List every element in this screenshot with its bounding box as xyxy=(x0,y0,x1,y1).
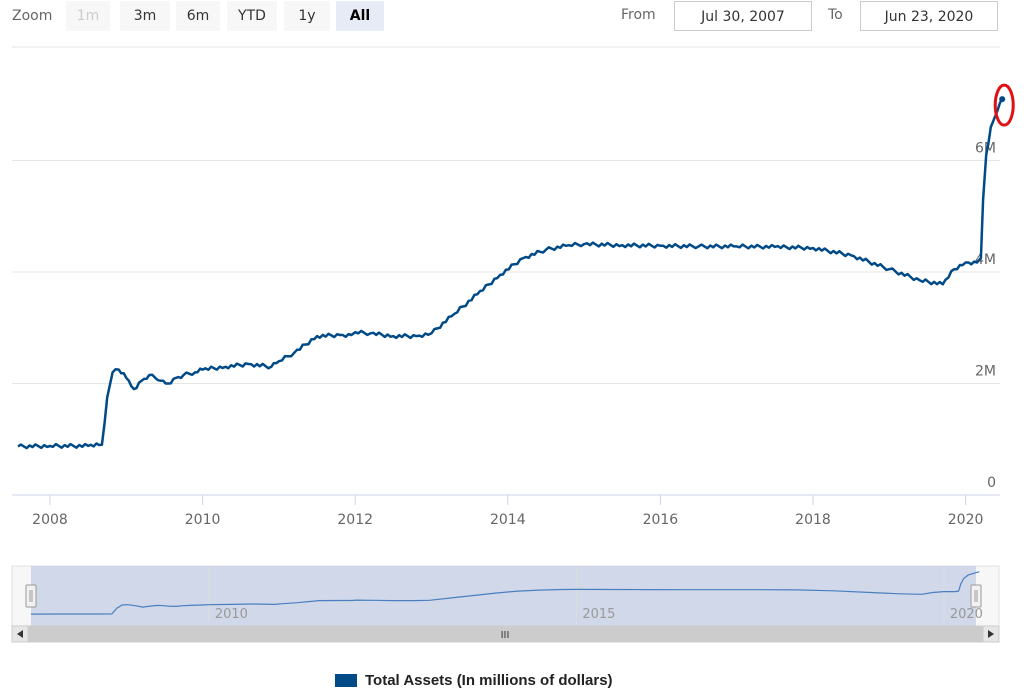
navigator-tick-label: 2015 xyxy=(582,607,615,622)
x-tick-label: 2012 xyxy=(337,512,373,528)
x-axis: 2008 2010 2012 2014 2016 2018 2020 xyxy=(12,494,1000,528)
navigator-grid: 2010 2015 2020 xyxy=(208,566,983,626)
legend-item-total-assets[interactable]: Total Assets (In millions of dollars) xyxy=(365,671,613,689)
navigator[interactable]: 2010 2015 2020 xyxy=(11,565,1000,627)
navigator-series-line xyxy=(30,571,980,615)
x-tick-label: 2014 xyxy=(490,512,526,528)
y-tick-label: 2M xyxy=(975,364,996,380)
scrollbar-thumb[interactable] xyxy=(28,626,983,642)
zoom-6m-button[interactable]: 6m xyxy=(176,1,220,31)
x-tick-label: 2020 xyxy=(948,512,984,528)
scrollbar[interactable]: III xyxy=(11,625,1000,643)
from-label: From xyxy=(621,7,656,23)
scrollbar-grip: III xyxy=(501,630,510,641)
zoom-1m-button[interactable]: 1m xyxy=(66,1,110,31)
x-tick-label: 2010 xyxy=(185,512,221,528)
chevron-left-icon xyxy=(17,630,23,638)
from-date-input[interactable]: Jul 30, 2007 xyxy=(674,1,812,31)
x-tick-label: 2016 xyxy=(643,512,679,528)
x-tick-label: 2008 xyxy=(32,512,68,528)
navigator-tick-label: 2020 xyxy=(950,607,983,622)
navigator-selected-range[interactable] xyxy=(31,566,976,626)
y-tick-label: 0 xyxy=(987,475,996,491)
zoom-1y-button[interactable]: 1y xyxy=(284,1,330,31)
highlight-circle-annotation xyxy=(993,83,1015,127)
grid-lines xyxy=(12,160,1000,496)
zoom-3m-button[interactable]: 3m xyxy=(120,1,170,31)
zoom-label: Zoom xyxy=(12,8,53,24)
navigator-right-handle[interactable] xyxy=(970,584,982,608)
to-label: To xyxy=(828,7,843,23)
zoom-ytd-button[interactable]: YTD xyxy=(227,1,277,31)
range-selector-toolbar: Zoom 1m 3m 6m YTD 1y All From Jul 30, 20… xyxy=(0,0,1024,34)
legend[interactable]: Total Assets (In millions of dollars) xyxy=(335,670,613,690)
zoom-all-button[interactable]: All xyxy=(336,1,384,31)
legend-swatch xyxy=(335,673,357,687)
chevron-right-icon xyxy=(988,630,994,638)
y-tick-label: 6M xyxy=(975,141,996,157)
navigator-left-handle[interactable] xyxy=(25,584,37,608)
to-date-input[interactable]: Jun 23, 2020 xyxy=(860,1,998,31)
x-tick-label: 2018 xyxy=(795,512,831,528)
latest-point-marker xyxy=(999,96,1006,103)
series-line-total-assets xyxy=(17,98,1004,450)
navigator-tick-label: 2010 xyxy=(215,607,248,622)
